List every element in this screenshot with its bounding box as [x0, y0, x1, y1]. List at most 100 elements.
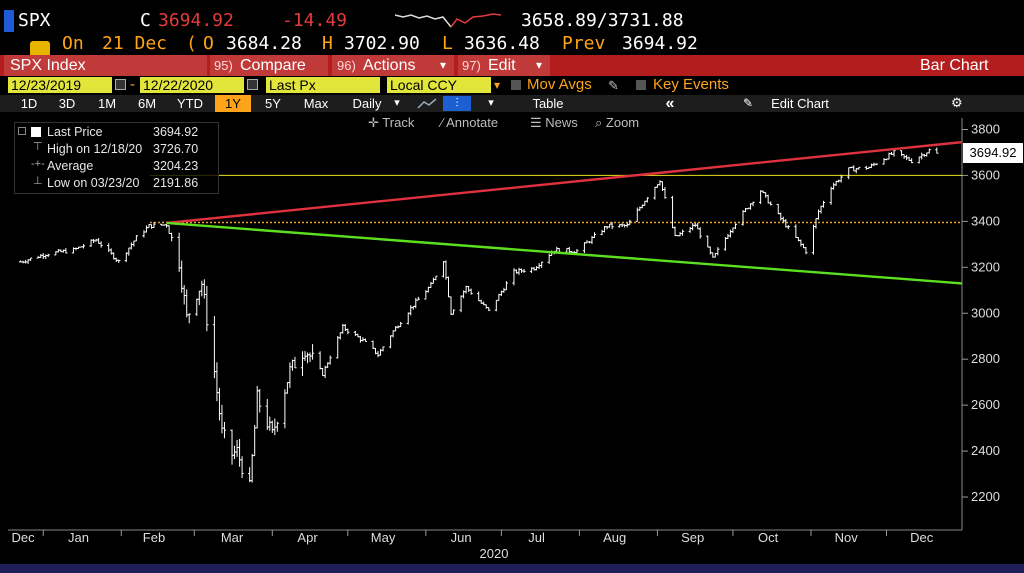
- price-bar: [451, 309, 456, 315]
- pencil-icon[interactable]: ✎: [608, 78, 619, 93]
- x-tick-label: Dec: [12, 530, 36, 545]
- price-bar: [786, 225, 790, 230]
- price-bar: [56, 249, 60, 253]
- price-bar: [769, 201, 773, 206]
- chart-legend[interactable]: Last Price 3694.92 ⊤ High on 12/18/20 37…: [14, 122, 219, 194]
- zoom-tool[interactable]: ⌕ Zoom: [595, 114, 639, 132]
- period-dropdown-icon[interactable]: ▾: [394, 97, 400, 109]
- price-bar: [107, 243, 111, 253]
- x-tick-label: Jan: [68, 530, 89, 545]
- edit-chart-button[interactable]: Edit Chart: [771, 96, 829, 111]
- price-bar: [477, 291, 481, 302]
- price-bar: [512, 268, 516, 286]
- settings-gear-icon[interactable]: ⚙: [951, 95, 963, 110]
- price-bar: [185, 289, 189, 318]
- price-bar: [237, 439, 242, 467]
- track-tool[interactable]: ✛ Track: [368, 114, 414, 132]
- end-calendar-icon[interactable]: [247, 79, 258, 90]
- trendlines[interactable]: [166, 140, 963, 285]
- date-bar: 12/23/2019 - 12/22/2020 Last Px Local CC…: [0, 76, 1024, 94]
- price-bar: [741, 210, 745, 226]
- on-label: On: [62, 33, 84, 54]
- period-select[interactable]: Daily: [352, 96, 382, 111]
- x-tick-label: Dec: [910, 530, 934, 545]
- price-bar: [847, 167, 851, 180]
- price-bar: [212, 316, 217, 379]
- range-ytd[interactable]: YTD: [177, 96, 203, 111]
- price-bar: [582, 242, 587, 253]
- collapse-icon[interactable]: «: [665, 95, 675, 112]
- price-bar: [152, 222, 156, 228]
- price-bar: [215, 362, 219, 402]
- y-tick-label: 2400: [971, 443, 1000, 458]
- currency-dropdown-icon[interactable]: ▾: [494, 78, 501, 92]
- price-bar: [305, 352, 310, 364]
- price-bar: [381, 346, 385, 352]
- price-bar: [132, 240, 136, 247]
- actions-button[interactable]: [332, 55, 454, 76]
- x-tick-label: Jun: [451, 530, 472, 545]
- news-label: News: [545, 115, 578, 130]
- range-6m[interactable]: 6M: [137, 96, 157, 111]
- price-bar: [346, 328, 350, 335]
- price-bar: [220, 404, 224, 434]
- price-bar: [275, 421, 279, 432]
- key-events-checkbox[interactable]: [636, 80, 646, 90]
- edit-chart-icon[interactable]: ✎: [743, 96, 754, 110]
- price-bar: [716, 247, 720, 256]
- annotate-tool[interactable]: ∕ Annotate: [441, 114, 498, 132]
- security-field[interactable]: [4, 55, 207, 76]
- last-price-tag: 3694.92: [963, 143, 1023, 163]
- price-bar: [645, 197, 649, 203]
- price-bar: [698, 227, 702, 239]
- price-bar: [610, 222, 614, 230]
- price-bar: [363, 338, 368, 342]
- price-bar: [444, 260, 448, 280]
- compare-button[interactable]: [210, 55, 328, 76]
- end-date-field[interactable]: 12/22/2020: [140, 77, 244, 93]
- range-5y[interactable]: 5Y: [265, 96, 281, 111]
- price-bars: [18, 147, 939, 483]
- price-bar: [494, 299, 498, 312]
- price-bar: [892, 149, 896, 157]
- last-price-swatch[interactable]: [31, 127, 41, 137]
- bar-style-icon[interactable]: ⫶: [443, 96, 471, 111]
- ticker[interactable]: SPX: [18, 10, 51, 31]
- security-color-marker: [4, 10, 14, 32]
- price-bar: [723, 237, 727, 251]
- high-marker-icon: ⊤: [33, 141, 43, 153]
- quote-header: SPX C 3694.92 -14.49 3658.89/3731.88 On …: [0, 8, 1024, 61]
- price-bar: [706, 235, 710, 248]
- command-bar: SPX Index 95) Compare 96) Actions ▾ 97) …: [0, 55, 1024, 76]
- mov-avgs-checkbox[interactable]: [511, 80, 521, 90]
- price-bar: [376, 350, 380, 358]
- edit-label: Edit: [488, 57, 516, 74]
- x-tick-label: Sep: [681, 530, 704, 545]
- news-tool[interactable]: ☰ News: [530, 114, 578, 132]
- start-calendar-icon[interactable]: [115, 79, 126, 90]
- range-1m[interactable]: 1M: [97, 96, 117, 111]
- price-bar: [265, 399, 269, 430]
- range-max[interactable]: Max: [303, 96, 329, 111]
- price-bar: [832, 182, 836, 190]
- table-button[interactable]: Table: [532, 96, 564, 111]
- x-tick-label: Mar: [221, 530, 244, 545]
- legend-collapse-icon[interactable]: [18, 127, 26, 135]
- range-1y[interactable]: 1Y: [215, 95, 251, 112]
- track-label: Track: [382, 115, 415, 130]
- price-bar: [200, 280, 204, 297]
- start-date-field[interactable]: 12/23/2019: [8, 77, 112, 93]
- style-dropdown-icon[interactable]: ▾: [488, 97, 494, 109]
- price-bar: [607, 223, 612, 228]
- range-3d[interactable]: 3D: [58, 96, 76, 111]
- price-bar: [336, 335, 340, 359]
- line-style-icon[interactable]: [416, 97, 440, 110]
- currency-select[interactable]: Local CCY: [387, 77, 491, 93]
- x-tick-label: Jul: [528, 530, 545, 545]
- range-1d[interactable]: 1D: [20, 96, 38, 111]
- price-bar: [205, 285, 209, 332]
- price-bar: [46, 253, 50, 257]
- edit-button[interactable]: [458, 55, 550, 76]
- price-field-select[interactable]: Last Px: [266, 77, 380, 93]
